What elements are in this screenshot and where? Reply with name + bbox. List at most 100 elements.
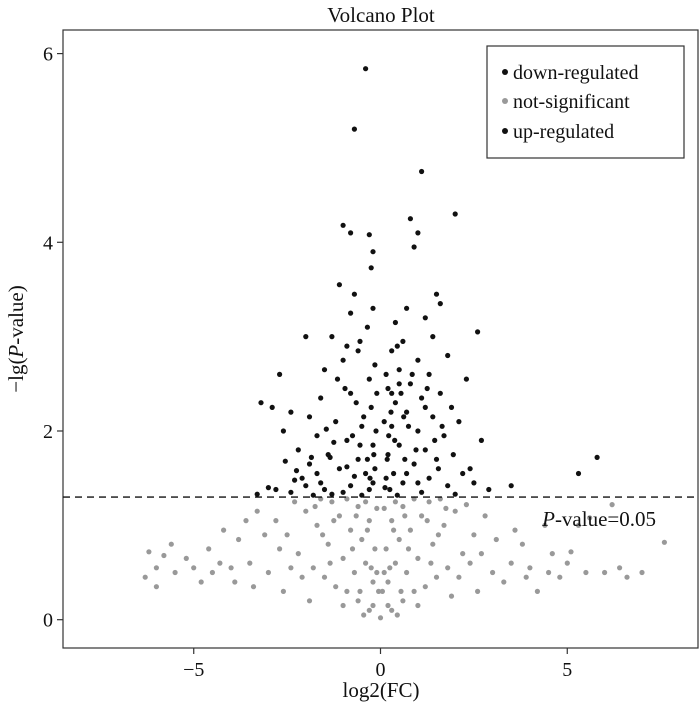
data-point-notsig bbox=[398, 588, 404, 595]
data-point-notsig bbox=[277, 546, 283, 552]
data-point-notsig bbox=[575, 522, 582, 528]
data-point-up bbox=[467, 466, 473, 472]
data-point-notsig bbox=[198, 579, 204, 585]
data-point-up bbox=[392, 319, 398, 326]
data-point-up bbox=[383, 371, 389, 377]
y-tick-label: 6 bbox=[43, 44, 53, 66]
data-point-down bbox=[371, 452, 377, 458]
data-point-notsig bbox=[377, 615, 384, 621]
data-point-notsig bbox=[456, 574, 462, 580]
data-point-up bbox=[426, 371, 432, 377]
data-point-down bbox=[321, 367, 328, 373]
data-point-down bbox=[331, 439, 337, 445]
data-point-notsig bbox=[448, 593, 455, 599]
data-point-up bbox=[486, 486, 492, 493]
data-point-up bbox=[439, 423, 445, 429]
data-point-notsig bbox=[209, 569, 215, 576]
data-point-notsig bbox=[232, 579, 238, 585]
data-point-up bbox=[475, 329, 481, 335]
data-point-notsig bbox=[475, 588, 481, 595]
y-axis-ticks: 0 2 4 6 bbox=[43, 44, 63, 632]
data-point-notsig bbox=[549, 551, 555, 557]
data-point-notsig bbox=[142, 574, 148, 580]
data-point-down bbox=[364, 324, 370, 330]
data-point-notsig bbox=[146, 549, 152, 555]
data-point-notsig bbox=[153, 584, 159, 590]
data-point-notsig bbox=[273, 518, 279, 524]
data-point-up bbox=[396, 367, 402, 373]
data-point-notsig bbox=[363, 560, 369, 566]
data-point-notsig bbox=[568, 549, 574, 555]
data-point-down bbox=[295, 447, 301, 453]
data-point-up bbox=[389, 348, 395, 354]
data-point-notsig bbox=[333, 584, 339, 590]
data-point-down bbox=[254, 491, 260, 497]
legend: down-regulated not-significant up-regula… bbox=[486, 45, 685, 159]
data-point-up bbox=[413, 447, 419, 453]
data-point-down bbox=[314, 470, 320, 477]
x-axis-ticks: −5 0 5 bbox=[183, 648, 572, 681]
data-point-up bbox=[409, 371, 415, 377]
data-point-down bbox=[344, 343, 350, 349]
data-point-down bbox=[353, 400, 359, 406]
data-point-down bbox=[334, 376, 341, 382]
data-point-notsig bbox=[587, 515, 593, 521]
data-point-notsig bbox=[445, 565, 451, 571]
data-point-notsig bbox=[411, 588, 417, 595]
data-point-down bbox=[273, 486, 279, 493]
data-point-down bbox=[314, 433, 320, 439]
data-point-notsig bbox=[295, 551, 301, 557]
data-point-up bbox=[391, 470, 397, 477]
data-point-down bbox=[340, 357, 346, 363]
data-point-notsig bbox=[639, 569, 645, 576]
data-point-up bbox=[407, 216, 413, 222]
legend-marker-up bbox=[502, 128, 508, 134]
data-point-up bbox=[433, 291, 440, 297]
data-point-up bbox=[381, 419, 387, 425]
data-point-down bbox=[366, 486, 372, 493]
y-axis-label-suffix: -value) bbox=[4, 285, 28, 344]
data-point-up bbox=[452, 211, 458, 217]
data-point-notsig bbox=[288, 565, 294, 571]
data-point-notsig bbox=[467, 560, 473, 566]
data-point-down bbox=[344, 437, 350, 443]
data-point-notsig bbox=[419, 513, 425, 519]
data-point-notsig bbox=[443, 505, 449, 511]
data-point-notsig bbox=[306, 598, 313, 604]
data-point-notsig bbox=[624, 574, 630, 580]
data-point-down bbox=[357, 442, 363, 448]
data-point-up bbox=[411, 244, 417, 250]
data-point-notsig bbox=[385, 602, 391, 609]
data-point-down bbox=[293, 468, 300, 474]
data-point-down bbox=[370, 442, 376, 448]
data-point-up bbox=[404, 305, 410, 311]
y-tick-label: 2 bbox=[43, 421, 53, 443]
legend-box bbox=[486, 45, 685, 159]
data-point-down bbox=[258, 400, 264, 406]
data-point-up bbox=[404, 409, 410, 415]
data-point-up bbox=[437, 301, 443, 307]
data-point-notsig bbox=[353, 513, 359, 519]
data-point-down bbox=[348, 483, 354, 489]
data-point-down bbox=[366, 232, 372, 238]
data-point-up bbox=[424, 385, 430, 392]
data-point-up bbox=[382, 485, 388, 491]
data-point-down bbox=[351, 473, 357, 479]
data-point-down bbox=[370, 249, 376, 255]
data-point-down bbox=[349, 433, 356, 439]
chart-title: Volcano Plot bbox=[327, 3, 435, 27]
data-point-notsig bbox=[478, 551, 484, 557]
data-point-down bbox=[329, 491, 335, 497]
data-point-notsig bbox=[217, 560, 223, 566]
data-point-notsig bbox=[564, 560, 570, 566]
data-point-down bbox=[280, 428, 286, 434]
data-point-notsig bbox=[396, 536, 402, 543]
data-point-up bbox=[383, 475, 389, 481]
data-point-notsig bbox=[243, 518, 249, 524]
data-point-up bbox=[404, 470, 410, 477]
data-point-notsig bbox=[546, 569, 552, 576]
data-point-up bbox=[396, 381, 402, 387]
data-point-notsig bbox=[284, 532, 290, 538]
data-point-notsig bbox=[381, 505, 387, 511]
data-point-down bbox=[367, 475, 373, 481]
